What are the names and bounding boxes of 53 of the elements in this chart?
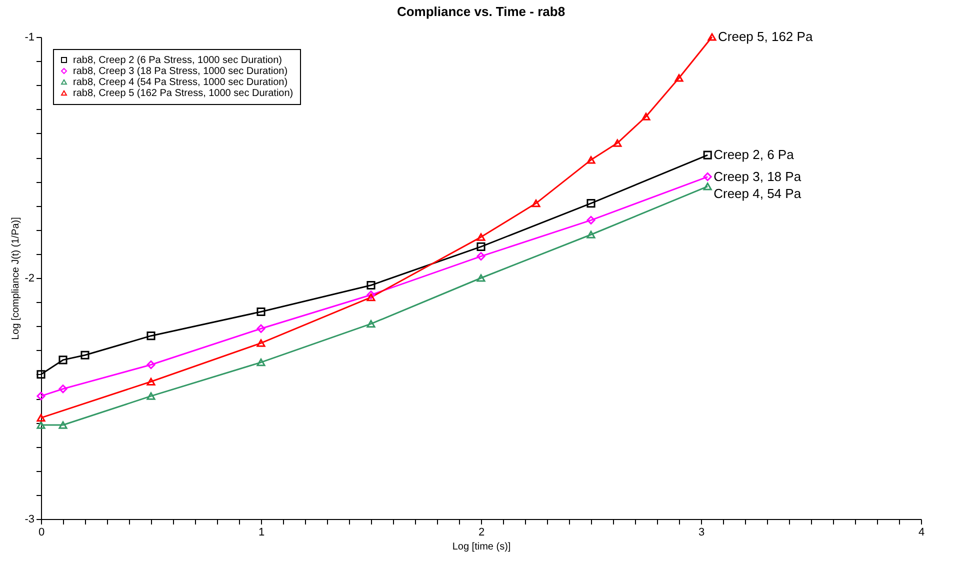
point — [674, 74, 684, 82]
point — [708, 33, 716, 41]
point — [476, 233, 486, 241]
legend-label: rab8, Creep 3 (18 Pa Stress, 1000 sec Duration) — [73, 66, 288, 77]
point — [476, 242, 486, 251]
point — [36, 392, 46, 400]
point — [58, 421, 68, 429]
point — [703, 150, 712, 160]
annotation: Creep 2, 6 Pa — [714, 147, 795, 162]
point — [642, 112, 650, 120]
point — [58, 356, 68, 364]
point — [58, 384, 68, 394]
chart-title: Compliance vs. Time - rab8 — [396, 4, 566, 19]
point — [703, 172, 712, 182]
annotation: Creep 5, 162 Pa — [718, 29, 814, 44]
y-axis-title: Log [compliance J(t) (1/Pa)] — [10, 216, 22, 340]
point — [613, 139, 622, 147]
y-tick-label: -1 — [24, 32, 34, 44]
point — [532, 199, 540, 208]
point — [256, 339, 266, 347]
x-tick-label: 1 — [258, 526, 265, 538]
legend-label: rab8, Creep 5 (162 Pa Stress, 1000 sec Duration) — [73, 88, 294, 99]
x-tick-label: 4 — [918, 526, 925, 538]
point — [36, 414, 46, 422]
legend-label: rab8, Creep 2 (6 Pa Stress, 1000 sec Duration) — [73, 55, 282, 66]
annotation: Creep 3, 18 Pa — [714, 168, 802, 184]
point — [146, 332, 156, 340]
point — [366, 280, 376, 290]
point — [36, 421, 46, 429]
x-tick-label: 0 — [38, 526, 45, 538]
point — [586, 156, 596, 164]
point — [476, 274, 486, 282]
y-tick-label: -3 — [24, 514, 34, 526]
x-axis-title: Log [time (s)] — [452, 542, 511, 552]
point — [146, 360, 156, 370]
y-tick-label: -2 — [24, 272, 34, 284]
x-tick-label: 2 — [478, 526, 485, 538]
point — [366, 293, 376, 302]
point — [476, 252, 486, 261]
point — [586, 216, 596, 224]
annotation: Creep 4, 54 Pa — [714, 186, 802, 201]
x-tick-label: 3 — [698, 526, 705, 538]
point — [80, 350, 90, 360]
point — [366, 320, 376, 328]
point — [256, 358, 266, 366]
point — [586, 199, 596, 208]
point — [256, 324, 266, 333]
point — [256, 307, 266, 316]
point — [146, 378, 156, 386]
legend-label: rab8, Creep 4 (54 Pa Stress, 1000 sec Duration) — [73, 77, 288, 88]
point — [146, 392, 156, 400]
point — [586, 230, 596, 238]
point — [703, 182, 712, 190]
